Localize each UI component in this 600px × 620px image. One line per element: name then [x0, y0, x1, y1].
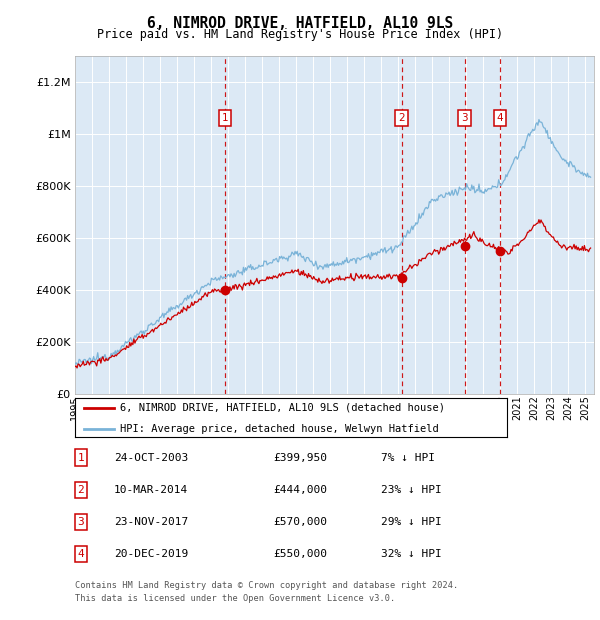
Text: £570,000: £570,000 [273, 517, 327, 527]
Text: £444,000: £444,000 [273, 485, 327, 495]
Text: £399,950: £399,950 [273, 453, 327, 463]
Text: This data is licensed under the Open Government Licence v3.0.: This data is licensed under the Open Gov… [75, 593, 395, 603]
Text: 23% ↓ HPI: 23% ↓ HPI [381, 485, 442, 495]
Text: 7% ↓ HPI: 7% ↓ HPI [381, 453, 435, 463]
Text: 32% ↓ HPI: 32% ↓ HPI [381, 549, 442, 559]
Text: 20-DEC-2019: 20-DEC-2019 [114, 549, 188, 559]
Text: 1: 1 [221, 113, 228, 123]
Text: 4: 4 [497, 113, 503, 123]
Text: HPI: Average price, detached house, Welwyn Hatfield: HPI: Average price, detached house, Welw… [121, 423, 439, 433]
Text: 3: 3 [461, 113, 468, 123]
Text: 4: 4 [77, 549, 85, 559]
Text: 10-MAR-2014: 10-MAR-2014 [114, 485, 188, 495]
Text: 24-OCT-2003: 24-OCT-2003 [114, 453, 188, 463]
Text: 1: 1 [77, 453, 85, 463]
Text: 29% ↓ HPI: 29% ↓ HPI [381, 517, 442, 527]
Text: £550,000: £550,000 [273, 549, 327, 559]
Text: 6, NIMROD DRIVE, HATFIELD, AL10 9LS (detached house): 6, NIMROD DRIVE, HATFIELD, AL10 9LS (det… [121, 403, 445, 413]
Text: Price paid vs. HM Land Registry's House Price Index (HPI): Price paid vs. HM Land Registry's House … [97, 28, 503, 41]
Text: 2: 2 [398, 113, 405, 123]
Text: 23-NOV-2017: 23-NOV-2017 [114, 517, 188, 527]
Text: Contains HM Land Registry data © Crown copyright and database right 2024.: Contains HM Land Registry data © Crown c… [75, 581, 458, 590]
Text: 2: 2 [77, 485, 85, 495]
Text: 6, NIMROD DRIVE, HATFIELD, AL10 9LS: 6, NIMROD DRIVE, HATFIELD, AL10 9LS [147, 16, 453, 30]
Text: 3: 3 [77, 517, 85, 527]
